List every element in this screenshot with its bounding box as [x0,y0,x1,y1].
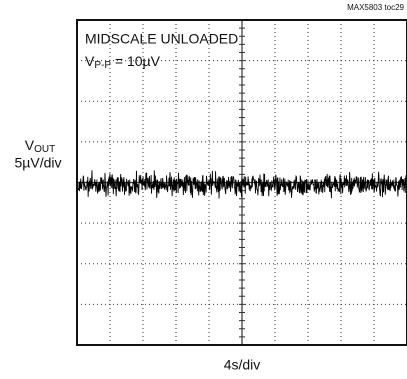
y-label: VOUT [25,137,55,155]
x-label: 4s/div [224,357,261,373]
y-label-symbol: V [25,137,35,153]
figure-id: MAX5803 toc29 [347,3,404,12]
measure-symbol: V [85,53,95,69]
measure-subscript: P-P [94,60,111,71]
annotation: MIDSCALE UNLOADED [85,31,238,47]
measure: VP-P = 10µV [85,53,161,71]
plot-border [76,19,407,346]
y-label-subscript: OUT [34,144,55,155]
measure-rest: = 10µV [111,53,161,69]
noise-trace [77,170,407,199]
y-scale: 5µV/div [15,155,62,171]
plot-area [76,19,407,346]
